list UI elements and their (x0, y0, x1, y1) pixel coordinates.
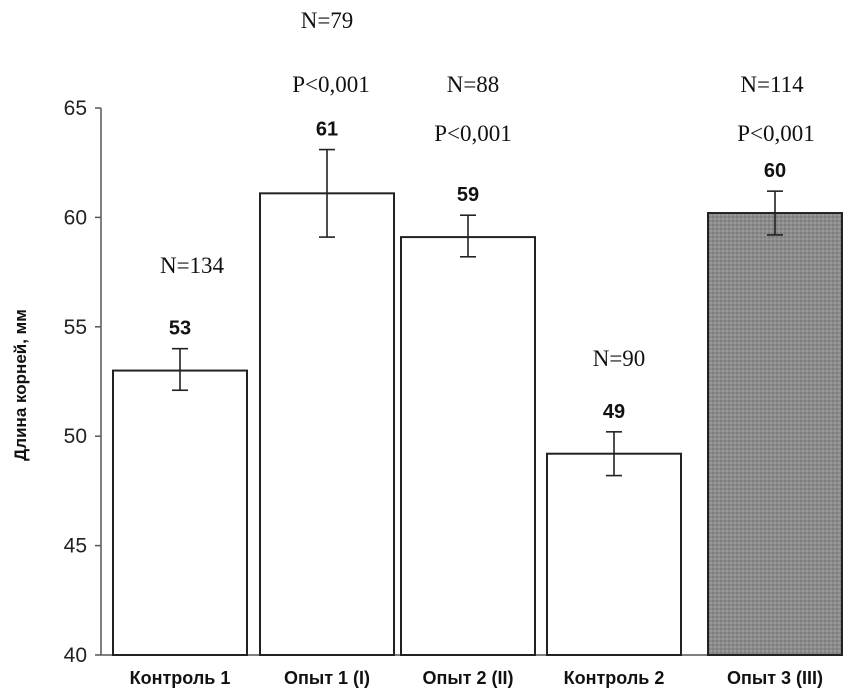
value-label: 61 (316, 119, 338, 141)
y-tick-label: 65 (64, 97, 87, 120)
value-label: 60 (764, 160, 786, 182)
value-label: 53 (169, 318, 191, 340)
p-value-label: P<0,001 (737, 121, 815, 146)
bar (546, 452, 682, 657)
bar (707, 212, 843, 657)
n-label: N=134 (160, 253, 225, 278)
n-label: N=88 (447, 72, 500, 97)
n-label: N=79 (301, 8, 354, 33)
y-axis-label: Длина корней, мм (11, 309, 30, 461)
category-label: Опыт 3 (III) (727, 668, 823, 688)
n-label: N=90 (593, 346, 646, 371)
value-label: 59 (457, 184, 479, 206)
y-tick-label: 40 (64, 644, 87, 667)
y-tick-label: 60 (64, 206, 87, 229)
annotations: 53 Контроль 1 61 Опыт 1 (I) 59 Опыт 2 (II) 49 К… (130, 8, 823, 688)
y-tick-label: 55 (64, 316, 87, 339)
n-label: N=114 (740, 72, 804, 97)
y-tick-label: 45 (64, 535, 87, 558)
p-value-label: P<0,001 (292, 72, 370, 97)
category-label: Контроль 2 (564, 668, 665, 688)
y-tick-label: 50 (64, 425, 87, 448)
bar (112, 369, 248, 656)
value-label: 49 (603, 401, 625, 423)
bar (259, 192, 395, 656)
p-value-label: P<0,001 (434, 121, 512, 146)
category-label: Опыт 1 (I) (284, 668, 370, 688)
category-label: Контроль 1 (130, 668, 231, 688)
category-label: Опыт 2 (II) (422, 668, 513, 688)
bars (112, 148, 843, 657)
bar (400, 236, 536, 656)
